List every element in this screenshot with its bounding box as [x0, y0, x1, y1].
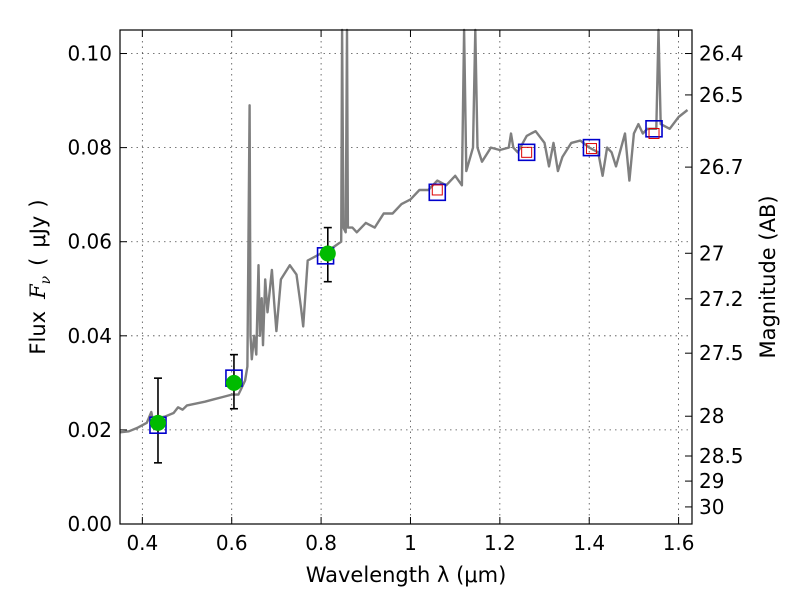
model-photometry-square: [582, 138, 601, 157]
tick-layer: 0.4 0.6 0.8 1 1.2 1.4 1.6 0.00 0.02 0.04 0.06 0.08 0…: [67, 30, 744, 555]
right-tick-label: 27: [699, 241, 724, 265]
right-tick-label: 26.5: [699, 83, 744, 107]
right-tick-label: 28: [699, 404, 724, 428]
upper-limit-square: [521, 146, 533, 158]
grid: [120, 30, 692, 525]
y-axis-label: Flux Fν ( μJy): [26, 199, 54, 354]
x-tick-label: 1.2: [484, 531, 516, 555]
y-tick-label: 0.08: [67, 136, 112, 160]
right-tick-label: 27.2: [699, 287, 744, 311]
marker-layer: [149, 120, 663, 464]
measured-photometry-point: [319, 245, 336, 262]
upper-limit-square: [648, 128, 660, 140]
right-tick-label: 28.5: [699, 444, 744, 468]
upper-limit-square: [431, 184, 443, 196]
y-tick-label: 0.00: [67, 512, 112, 536]
x-tick-label: 0.4: [126, 531, 158, 555]
x-tick-label: 0.8: [305, 531, 337, 555]
x-tick-label: 1.4: [573, 531, 605, 555]
model-photometry-square: [517, 143, 536, 162]
y-axis-label-text: Flux: [26, 311, 50, 355]
y-axis-label-subscript: ν: [38, 275, 54, 284]
plot-frame: [119, 29, 693, 525]
y-tick-label: 0.02: [67, 418, 112, 442]
model-photometry-square: [428, 183, 447, 202]
measured-photometry-point: [225, 374, 242, 391]
right-axis-label: Magnitude (AB): [756, 195, 780, 358]
right-tick-label: 29: [699, 469, 724, 493]
right-tick-label: 27.5: [699, 341, 744, 365]
measured-photometry-point: [149, 414, 166, 431]
y-axis-label-symbol: F: [26, 283, 50, 300]
y-axis-label-paren-close: ): [26, 199, 50, 207]
upper-limit-square: [585, 143, 597, 155]
spectrum-line: [119, 28, 689, 434]
y-tick-label: 0.10: [67, 42, 112, 66]
x-axis-label: Wavelength λ (μm): [306, 563, 507, 587]
right-tick-label: 30: [699, 495, 724, 519]
x-tick-label: 1.6: [663, 531, 695, 555]
x-tick-label: 1: [404, 531, 417, 555]
spectrum-layer: [119, 28, 689, 434]
right-tick-label: 26.7: [699, 155, 744, 179]
y-tick-label: 0.04: [67, 324, 112, 348]
model-photometry-square: [645, 120, 663, 138]
y-axis-label-unit: μJy: [26, 216, 50, 248]
right-tick-label: 26.4: [699, 42, 744, 66]
x-tick-label: 0.6: [216, 531, 248, 555]
y-axis-label-paren-open: (: [26, 258, 50, 266]
y-tick-label: 0.06: [67, 230, 112, 254]
